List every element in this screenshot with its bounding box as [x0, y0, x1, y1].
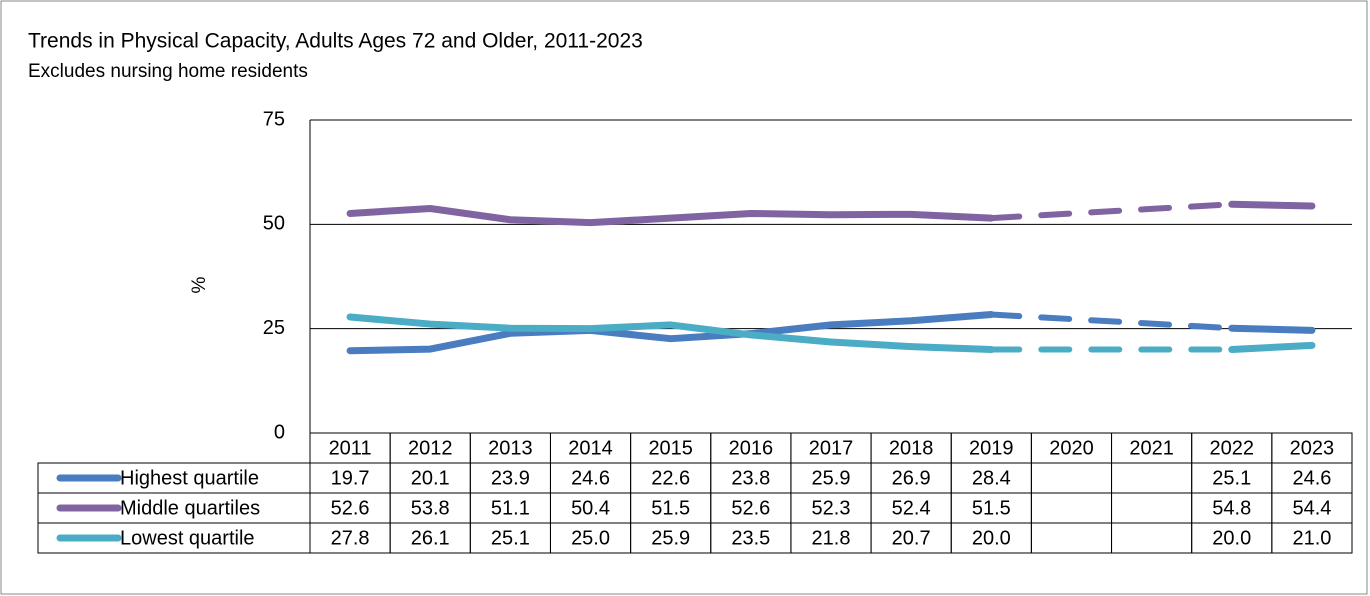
table-value: 24.6 — [571, 467, 610, 489]
table-value: 53.8 — [411, 497, 450, 519]
series-line — [346, 313, 995, 354]
table-value: 21.0 — [1292, 527, 1331, 549]
table-value: 25.9 — [812, 467, 851, 489]
x-tick-label: 2019 — [969, 437, 1014, 459]
table-value: 19.7 — [331, 467, 370, 489]
x-tick-label: 2021 — [1129, 437, 1174, 459]
table-value: 27.8 — [331, 527, 370, 549]
table-value: 20.1 — [411, 467, 450, 489]
table-value: 51.1 — [491, 497, 530, 519]
table-row — [37, 522, 1353, 554]
table-value: 23.8 — [731, 467, 770, 489]
x-tick-label: 2018 — [889, 437, 934, 459]
table-value: 51.5 — [972, 497, 1011, 519]
table-value: 54.4 — [1292, 497, 1331, 519]
table-value: 26.9 — [892, 467, 931, 489]
x-tick-label: 2020 — [1049, 437, 1094, 459]
gap-connector — [988, 311, 1235, 332]
table-value: 23.5 — [731, 527, 770, 549]
table-value: 26.1 — [411, 527, 450, 549]
table-value: 25.0 — [571, 527, 610, 549]
table-value: 22.6 — [651, 467, 690, 489]
x-tick-label: 2017 — [809, 437, 854, 459]
x-tick-label: 2016 — [729, 437, 774, 459]
table-value: 52.4 — [892, 497, 931, 519]
series-line — [1228, 341, 1316, 354]
y-tick-label: 25 — [263, 317, 285, 339]
table-value: 20.0 — [972, 527, 1011, 549]
table-value: 52.6 — [731, 497, 770, 519]
x-tick-label: 2022 — [1210, 437, 1255, 459]
x-tick-label: 2013 — [488, 437, 533, 459]
table-value: 23.9 — [491, 467, 530, 489]
x-tick-label: 2014 — [568, 437, 613, 459]
table-value: 52.6 — [331, 497, 370, 519]
y-axis-label: % — [189, 276, 210, 293]
x-tick-label: 2012 — [408, 437, 453, 459]
table-value: 50.4 — [571, 497, 610, 519]
table-value: 25.1 — [1212, 467, 1251, 489]
table-value: 25.9 — [651, 527, 690, 549]
table-value: 20.7 — [892, 527, 931, 549]
y-tick-label: 50 — [263, 213, 285, 235]
series-line — [1228, 324, 1316, 334]
table-value: 51.5 — [651, 497, 690, 519]
table-value: 21.8 — [812, 527, 851, 549]
table-value: 52.3 — [812, 497, 851, 519]
gap-connector — [988, 201, 1235, 222]
legend-label: Lowest quartile — [120, 527, 255, 549]
chart-subtitle: Excludes nursing home residents — [28, 61, 308, 82]
series-line — [346, 310, 995, 355]
y-tick-label: 75 — [263, 108, 285, 130]
table-value: 28.4 — [972, 467, 1011, 489]
x-tick-label: 2023 — [1290, 437, 1335, 459]
table-value: 54.8 — [1212, 497, 1251, 519]
series-line — [1228, 200, 1316, 210]
x-tick-label: 2011 — [329, 437, 372, 459]
table-value: 20.0 — [1212, 527, 1251, 549]
x-tick-label: 2015 — [648, 437, 693, 459]
table-value: 24.6 — [1292, 467, 1331, 489]
legend-label: Highest quartile — [120, 467, 259, 489]
legend-label: Middle quartiles — [120, 497, 260, 519]
y-tick-label: 0 — [274, 421, 285, 443]
series-line — [346, 204, 995, 227]
table-value: 25.1 — [491, 527, 530, 549]
chart-title: Trends in Physical Capacity, Adults Ages… — [28, 30, 643, 53]
